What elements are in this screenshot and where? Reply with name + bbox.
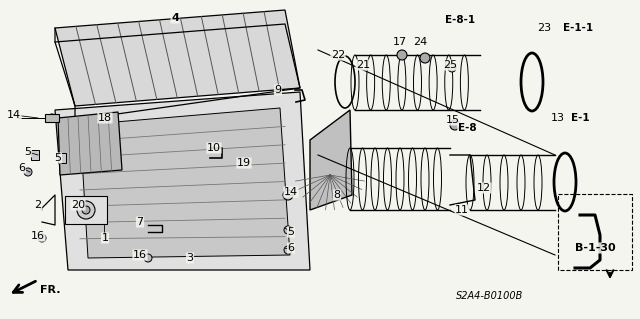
- Bar: [65, 196, 107, 224]
- Polygon shape: [58, 112, 122, 175]
- Text: 12: 12: [477, 183, 491, 193]
- Text: 5: 5: [287, 227, 294, 237]
- Text: E-1: E-1: [571, 113, 589, 123]
- Text: B-1-30: B-1-30: [575, 243, 615, 253]
- Circle shape: [283, 190, 293, 200]
- Bar: [58, 153, 66, 163]
- Circle shape: [48, 114, 56, 122]
- Text: 23: 23: [537, 23, 551, 33]
- Text: 14: 14: [7, 110, 21, 120]
- Text: 24: 24: [413, 37, 427, 47]
- Polygon shape: [310, 110, 352, 210]
- Text: 6: 6: [287, 243, 294, 253]
- Text: 5: 5: [54, 153, 61, 163]
- Text: 6: 6: [19, 163, 26, 173]
- Text: 15: 15: [446, 115, 460, 125]
- Circle shape: [24, 168, 32, 176]
- Bar: [558, 194, 632, 270]
- Text: 19: 19: [237, 158, 251, 168]
- Text: 22: 22: [331, 50, 345, 60]
- Polygon shape: [80, 108, 290, 258]
- Polygon shape: [55, 10, 300, 106]
- Text: 7: 7: [136, 217, 143, 227]
- Text: 25: 25: [443, 60, 457, 70]
- Circle shape: [284, 246, 292, 254]
- Text: 10: 10: [207, 143, 221, 153]
- Text: S2A4-B0100B: S2A4-B0100B: [456, 291, 524, 301]
- Text: 14: 14: [284, 187, 298, 197]
- Circle shape: [38, 234, 46, 242]
- Text: 16: 16: [133, 250, 147, 260]
- Text: 13: 13: [551, 113, 565, 123]
- Circle shape: [284, 226, 292, 234]
- Text: 18: 18: [98, 113, 112, 123]
- Text: E-1-1: E-1-1: [563, 23, 593, 33]
- Text: E-8: E-8: [458, 123, 476, 133]
- Text: 20: 20: [71, 200, 85, 210]
- Text: 3: 3: [186, 253, 193, 263]
- Text: 16: 16: [31, 231, 45, 241]
- Text: 11: 11: [455, 205, 469, 215]
- Bar: [45, 114, 59, 122]
- Text: 2: 2: [35, 200, 42, 210]
- Circle shape: [77, 201, 95, 219]
- Text: 17: 17: [393, 37, 407, 47]
- Text: 1: 1: [102, 233, 109, 243]
- Circle shape: [144, 254, 152, 262]
- Text: 9: 9: [275, 85, 282, 95]
- Bar: [31, 150, 39, 160]
- Text: FR.: FR.: [40, 285, 61, 295]
- Text: 8: 8: [333, 190, 340, 200]
- Text: 4: 4: [171, 13, 179, 23]
- Circle shape: [420, 53, 430, 63]
- Circle shape: [397, 50, 407, 60]
- Text: 5: 5: [24, 147, 31, 157]
- Circle shape: [448, 64, 456, 72]
- Polygon shape: [55, 92, 310, 270]
- Circle shape: [450, 120, 460, 130]
- Text: E-8-1: E-8-1: [445, 15, 475, 25]
- Circle shape: [82, 206, 90, 214]
- Text: 21: 21: [356, 60, 370, 70]
